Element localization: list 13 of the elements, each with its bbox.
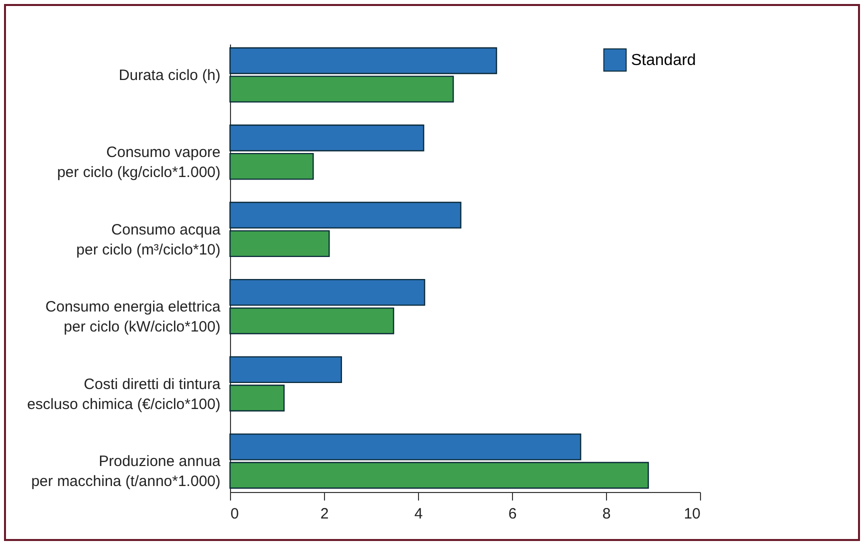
legend-label: Standard bbox=[631, 52, 696, 69]
x-tick-label: 6 bbox=[508, 506, 517, 522]
x-tick-label: 4 bbox=[414, 506, 423, 522]
y-tick-label: Costi diretti di tintura escluso chimica (€/ciclo*100) bbox=[27, 376, 222, 413]
y-tick-label: Consumo energia elettrica per ciclo (kW/ciclo*100) bbox=[45, 298, 222, 336]
y-tick-label: Durata ciclo (h) bbox=[118, 66, 220, 84]
y-tick-label: Consumo acqua per ciclo (m³/ciclo*10) bbox=[76, 221, 222, 258]
x-tick-label: 0 bbox=[230, 506, 239, 522]
y-tick-label: Consumo vapore per ciclo (kg/ciclo*1.000) bbox=[57, 144, 220, 182]
x-tick-label: 8 bbox=[602, 506, 611, 522]
x-tick-label: 10 bbox=[684, 506, 700, 522]
y-tick-label: Produzione annua per macchina (t/anno*1.000) bbox=[31, 453, 222, 490]
x-tick-label: 2 bbox=[320, 506, 329, 522]
